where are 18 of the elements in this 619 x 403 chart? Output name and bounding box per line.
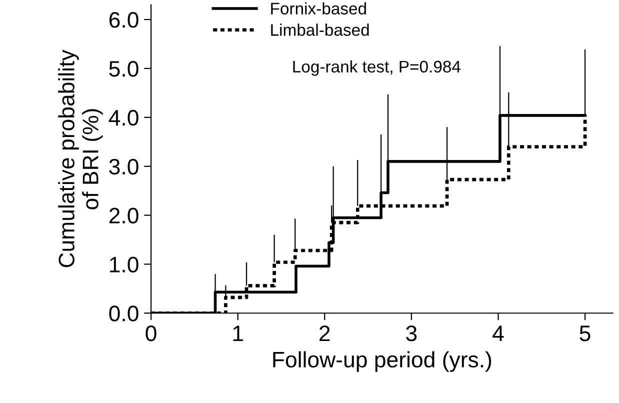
y-tick-label: 0.0: [109, 306, 138, 322]
annotation: Log-rank test, P=0.984: [293, 60, 460, 76]
y-tick-label: 5.0: [109, 60, 138, 77]
y-tick-label: 4.0: [108, 110, 138, 126]
legend-label: Limbal-based: [271, 24, 369, 36]
x-tick-label: 0: [146, 326, 156, 342]
x-tick-label: 1: [233, 326, 243, 342]
x-tick-label: 4: [492, 326, 504, 342]
x-tick-label: 3: [406, 326, 417, 342]
y-tick-label: 1.0: [110, 256, 138, 272]
x-axis-title: Follow-up period (yrs.): [273, 351, 492, 372]
y-axis-title: Cumulative probability of BRI (%): [58, 50, 103, 268]
y-tick-label: 2.0: [109, 208, 138, 224]
legend-label: Fornix-based: [271, 2, 366, 14]
x-tick-label: 5: [580, 326, 590, 342]
y-tick-label: 6.0: [109, 12, 138, 28]
x-tick-label: 2: [320, 326, 330, 342]
y-tick-label: 3.0: [109, 158, 138, 175]
